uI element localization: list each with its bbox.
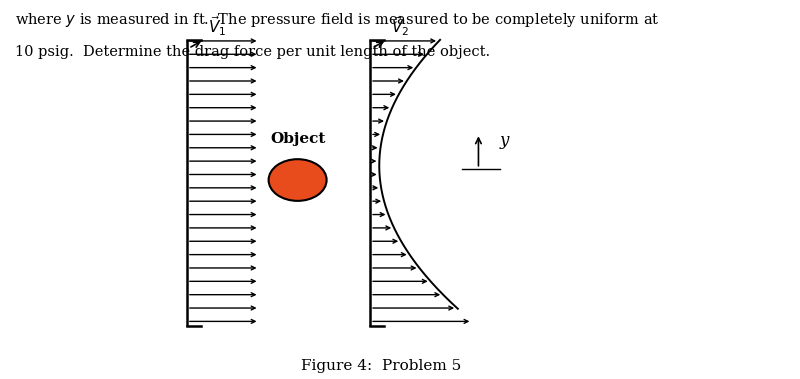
Text: Object: Object [270,132,326,146]
Ellipse shape [269,159,326,201]
Text: $\vec{V}_2$: $\vec{V}_2$ [390,14,409,38]
Text: y: y [500,132,509,149]
Text: Figure 4:  Problem 5: Figure 4: Problem 5 [302,359,462,373]
Text: where $y$ is measured in ft.  The pressure field is measured to be completely un: where $y$ is measured in ft. The pressur… [15,11,660,29]
Text: 10 psig.  Determine the drag force per unit length of the object.: 10 psig. Determine the drag force per un… [15,45,490,60]
Text: $\vec{V}_1$: $\vec{V}_1$ [207,14,226,38]
